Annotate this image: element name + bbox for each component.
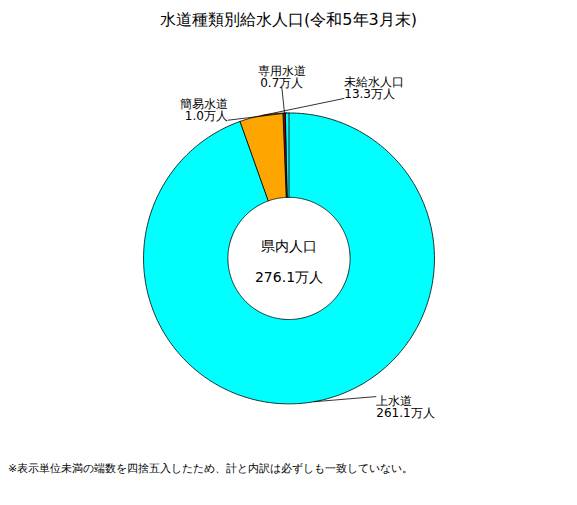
svg-text:簡易水道1.0万人: 簡易水道1.0万人 bbox=[180, 97, 228, 123]
html-text:水道種類別給水人口(令和5年3月末): 水道種類別給水人口(令和5年3月末) bbox=[160, 10, 417, 29]
svg-text:県内人口: 県内人口 bbox=[261, 238, 317, 254]
svg-text:専用水道0.7万人: 専用水道0.7万人 bbox=[258, 64, 306, 90]
svg-text:276.1万人: 276.1万人 bbox=[255, 269, 323, 285]
svg-text:上水道261.1万人: 上水道261.1万人 bbox=[376, 394, 434, 420]
svg-text:未給水人口13.3万人: 未給水人口13.3万人 bbox=[344, 75, 404, 101]
html-text:※表示単位未満の端数を四捨五入したため、計と内訳は必ずしも一: ※表示単位未満の端数を四捨五入したため、計と内訳は必ずしも一致していない。 bbox=[8, 462, 414, 475]
